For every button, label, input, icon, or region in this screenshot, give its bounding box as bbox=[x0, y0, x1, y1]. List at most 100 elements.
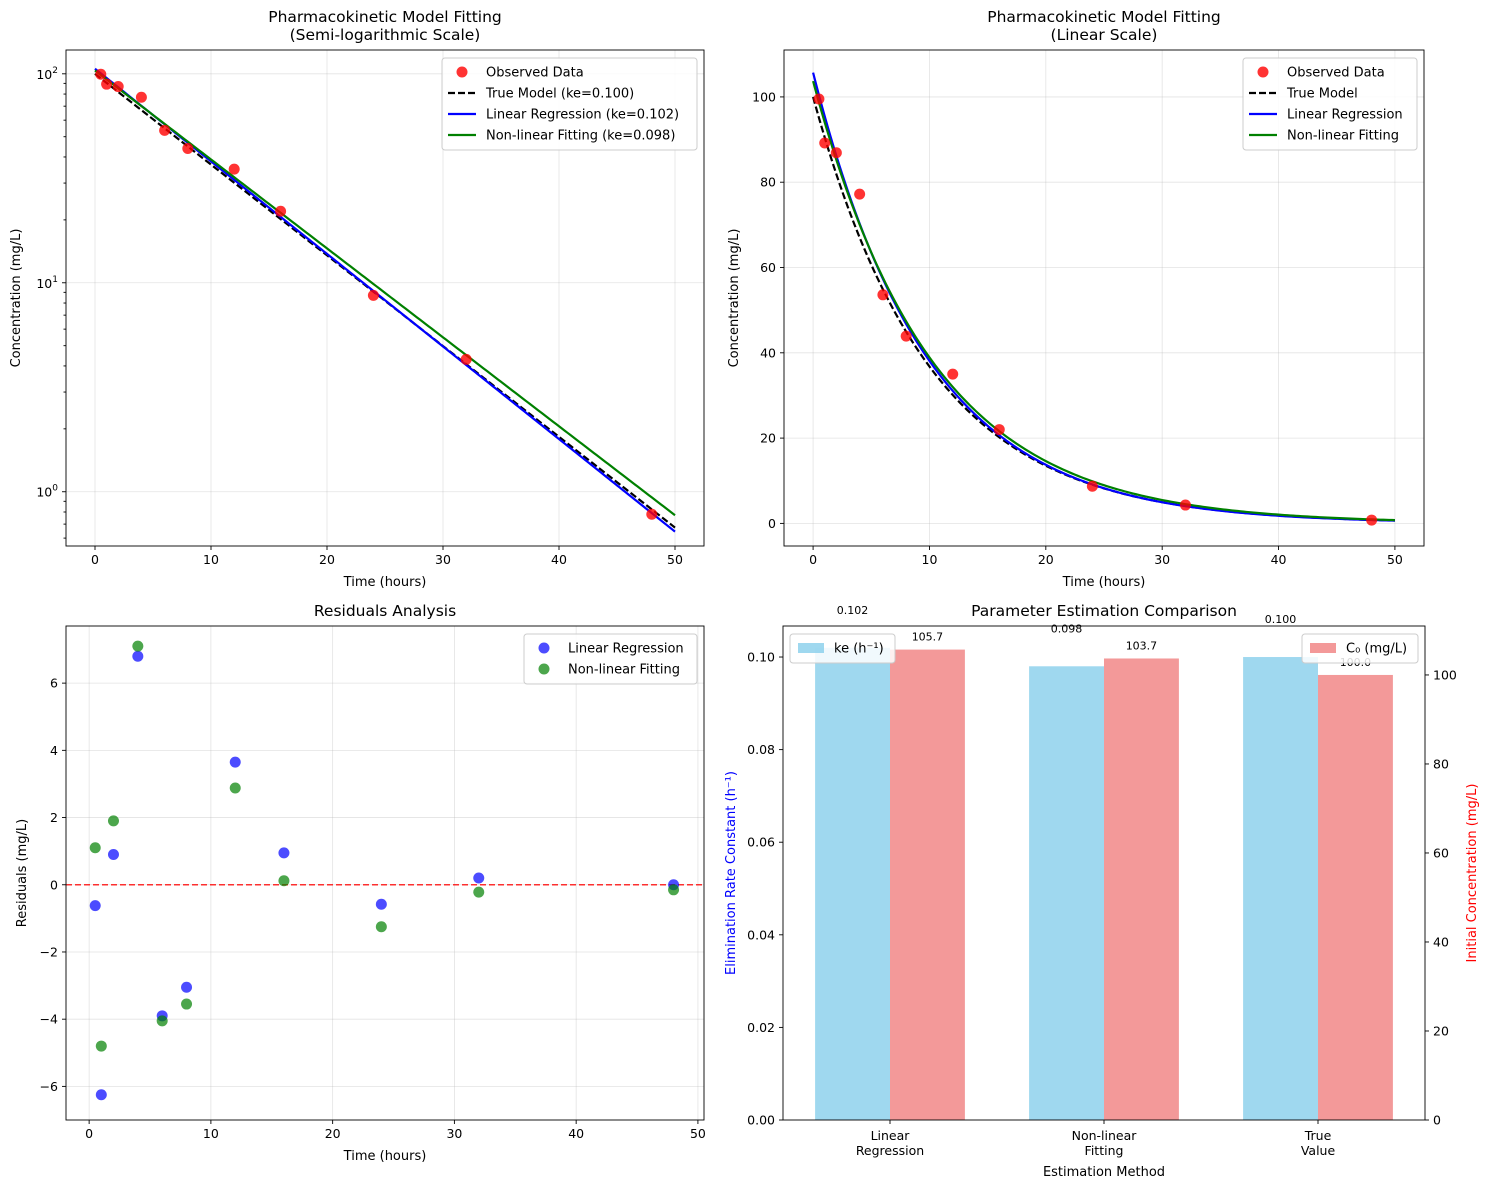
observed-point bbox=[159, 124, 171, 136]
legend-label: ke (h⁻¹) bbox=[834, 642, 884, 657]
y-axis-label: Concentration (mg/L) bbox=[9, 229, 24, 368]
legend-right bbox=[1301, 633, 1419, 664]
legend-marker bbox=[1257, 66, 1269, 78]
y-tick-label: 100 bbox=[36, 484, 58, 500]
x-tick-label: 10 bbox=[203, 1126, 219, 1141]
legend-label: Linear Regression bbox=[568, 642, 684, 657]
legend-label: C₀ (mg/L) bbox=[1346, 642, 1407, 657]
x-tick-label: 30 bbox=[435, 552, 451, 567]
chart-title: Pharmacokinetic Model Fitting bbox=[987, 8, 1221, 26]
y-axis-label: Residuals (mg/L) bbox=[15, 819, 30, 928]
legend-label: Observed Data bbox=[486, 66, 584, 81]
observed-point bbox=[993, 424, 1005, 436]
x-tick-label: 10 bbox=[922, 552, 938, 567]
legend-label: Observed Data bbox=[1287, 66, 1385, 81]
residual-point bbox=[375, 921, 387, 933]
observed-point bbox=[813, 93, 825, 105]
c0-bar bbox=[1318, 674, 1393, 1120]
params-chart: 0.102105.70.098103.70.100100.00.000.020.… bbox=[724, 602, 1480, 1180]
model-curve bbox=[812, 80, 1395, 522]
y-tick-label: 2 bbox=[50, 810, 58, 825]
legend-marker bbox=[538, 642, 550, 654]
legend-marker bbox=[538, 663, 550, 675]
residual-point bbox=[473, 872, 485, 884]
plot-frame bbox=[65, 625, 705, 1121]
y-tick-label: 40 bbox=[760, 345, 776, 360]
x-axis-label: Time (hours) bbox=[1062, 575, 1146, 590]
x-tick-label: 20 bbox=[319, 552, 335, 567]
c0-bar bbox=[1104, 658, 1179, 1120]
legend-patch bbox=[798, 643, 824, 653]
y-tick-label-left: 0.10 bbox=[747, 650, 775, 665]
ke-bar bbox=[1029, 666, 1104, 1120]
legend-label: True Model (ke=0.100) bbox=[485, 87, 634, 102]
chart-title: Residuals Analysis bbox=[314, 602, 456, 620]
residual-point bbox=[132, 650, 144, 662]
y-tick-label-left: 0.02 bbox=[747, 1020, 775, 1035]
plot-frame bbox=[782, 625, 1426, 1121]
chart-title: Pharmacokinetic Model Fitting bbox=[268, 8, 502, 26]
x-category-label: Fitting bbox=[1085, 1143, 1124, 1158]
legend-label: Linear Regression bbox=[1287, 108, 1403, 123]
y-tick-label: 0 bbox=[768, 516, 776, 531]
y-tick-label: −4 bbox=[40, 1012, 58, 1027]
x-tick-label: 40 bbox=[1271, 552, 1287, 567]
x-tick-label: 20 bbox=[1038, 552, 1054, 567]
residual-point bbox=[89, 842, 101, 854]
chart-title: (Semi-logarithmic Scale) bbox=[290, 26, 481, 44]
c0-value-label: 103.7 bbox=[1126, 639, 1158, 652]
y-tick-label: 101 bbox=[36, 275, 58, 291]
x-axis-label: Time (hours) bbox=[343, 575, 427, 590]
x-axis-label: Time (hours) bbox=[343, 1149, 427, 1164]
observed-point bbox=[135, 91, 147, 103]
y-tick-label-right: 0 bbox=[1433, 1113, 1441, 1128]
x-tick-label: 30 bbox=[446, 1126, 462, 1141]
residual-point bbox=[156, 1015, 168, 1027]
x-tick-label: 40 bbox=[568, 1126, 584, 1141]
x-tick-label: 50 bbox=[1387, 552, 1403, 567]
legend-label: Linear Regression (ke=0.102) bbox=[486, 108, 679, 123]
legend-patch bbox=[1310, 643, 1336, 653]
residual-point bbox=[95, 1089, 107, 1101]
y-tick-label-left: 0.08 bbox=[747, 742, 775, 757]
observed-point bbox=[101, 78, 113, 90]
plot-frame bbox=[65, 49, 705, 547]
x-tick-label: 10 bbox=[203, 552, 219, 567]
residual-point bbox=[229, 756, 241, 768]
observed-point bbox=[947, 368, 959, 380]
y-tick-label-right: 80 bbox=[1433, 756, 1449, 771]
observed-point bbox=[877, 289, 889, 301]
model-curve bbox=[812, 96, 1395, 522]
x-tick-label: 50 bbox=[667, 552, 683, 567]
observed-point bbox=[460, 353, 472, 365]
x-category-label: Linear bbox=[871, 1128, 911, 1143]
x-tick-label: 40 bbox=[551, 552, 567, 567]
observed-point bbox=[182, 143, 194, 155]
y-tick-label: 100 bbox=[752, 89, 776, 104]
observed-point bbox=[112, 81, 124, 93]
residual-point bbox=[278, 847, 290, 859]
residual-point bbox=[89, 900, 101, 912]
y-tick-label-left: 0.06 bbox=[747, 835, 775, 850]
x-category-label: Value bbox=[1301, 1143, 1336, 1158]
ke-bar bbox=[1243, 657, 1318, 1120]
y-tick-label-right: 20 bbox=[1433, 1023, 1449, 1038]
c0-bar bbox=[890, 649, 965, 1120]
y-tick-label: 80 bbox=[760, 175, 776, 190]
legend-label: Non-linear Fitting (ke=0.098) bbox=[486, 129, 675, 144]
y-tick-label: 102 bbox=[36, 66, 58, 82]
observed-point bbox=[854, 188, 866, 200]
observed-point bbox=[275, 205, 287, 217]
observed-point bbox=[95, 68, 107, 80]
observed-point bbox=[1366, 514, 1378, 526]
observed-point bbox=[1179, 499, 1191, 511]
observed-point bbox=[646, 508, 658, 520]
y-tick-label-left: 0.00 bbox=[747, 1113, 775, 1128]
x-tick-label: 0 bbox=[809, 552, 817, 567]
residual-point bbox=[132, 640, 144, 652]
legend bbox=[523, 633, 698, 685]
residual-point bbox=[473, 886, 485, 898]
legend-label: True Model bbox=[1286, 87, 1358, 102]
